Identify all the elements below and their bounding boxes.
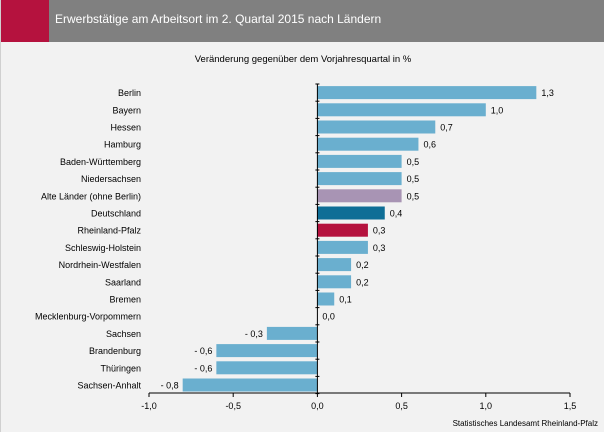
bar: [182, 378, 318, 392]
data-label: - 0,8: [161, 381, 179, 391]
category-label: Brandenburg: [89, 346, 141, 356]
source-note: Statistisches Landesamt Rheinland-Pfalz: [452, 419, 598, 428]
bar: [317, 292, 335, 306]
data-label: 1,0: [491, 105, 504, 115]
category-label: Sachsen-Anhalt: [77, 381, 141, 391]
category-label: Bayern: [112, 105, 141, 115]
data-label: 0,5: [407, 191, 420, 201]
category-label: Thüringen: [100, 363, 141, 373]
bar: [216, 344, 318, 358]
data-label: 0,2: [356, 277, 369, 287]
data-label: 0,4: [390, 209, 403, 219]
category-label: Schleswig-Holstein: [65, 243, 141, 253]
category-label: Berlin: [118, 88, 141, 98]
category-label: Alte Länder (ohne Berlin): [41, 191, 141, 201]
category-label: Hamburg: [104, 140, 141, 150]
bar: [317, 275, 352, 289]
category-label: Nordrhein-Westfalen: [59, 260, 141, 270]
data-label: 0,7: [440, 123, 453, 133]
bar: [216, 361, 318, 375]
category-label: Rheinland-Pfalz: [77, 226, 141, 236]
header-bar: Erwerbstätige am Arbeitsort im 2. Quarta…: [1, 0, 604, 42]
category-label: Bremen: [109, 295, 141, 305]
category-label: Niedersachsen: [81, 174, 141, 184]
bar: [317, 154, 402, 168]
x-tick-label: 0,5: [395, 401, 408, 411]
category-label: Mecklenburg-Vorpommern: [35, 312, 141, 322]
data-label: 0,0: [322, 312, 335, 322]
x-tick-label: -1,0: [141, 401, 157, 411]
data-label: 0,5: [407, 157, 420, 167]
category-label: Sachsen: [106, 329, 141, 339]
category-label: Hessen: [110, 123, 141, 133]
chart-title: Erwerbstätige am Arbeitsort im 2. Quarta…: [55, 12, 382, 26]
x-tick-label: 1,0: [480, 401, 493, 411]
x-tick-label: -0,5: [225, 401, 241, 411]
data-label: 1,3: [541, 88, 554, 98]
bar: [317, 137, 419, 151]
bar: [317, 103, 486, 117]
data-label: 0,5: [407, 174, 420, 184]
header-accent: [1, 0, 49, 42]
bar: [317, 120, 436, 134]
bar: [317, 189, 402, 203]
bar: [317, 258, 352, 272]
bar: [317, 223, 368, 237]
data-label: - 0,3: [245, 329, 263, 339]
x-tick-label: 0,0: [311, 401, 324, 411]
bar: [317, 172, 402, 186]
data-label: 0,2: [356, 260, 369, 270]
category-label: Baden-Württemberg: [60, 157, 141, 167]
x-tick-label: 1,5: [564, 401, 577, 411]
data-label: 0,1: [339, 295, 352, 305]
bar: [317, 240, 368, 254]
bar: [317, 206, 385, 220]
data-label: - 0,6: [194, 363, 212, 373]
data-label: 0,6: [423, 140, 436, 150]
data-label: 0,3: [373, 243, 386, 253]
bar: [317, 86, 537, 100]
data-label: 0,3: [373, 226, 386, 236]
data-label: - 0,6: [194, 346, 212, 356]
bar: [266, 326, 318, 340]
category-label: Saarland: [105, 277, 141, 287]
category-label: Deutschland: [91, 209, 141, 219]
chart-subtitle: Veränderung gegenüber dem Vorjahresquart…: [194, 54, 412, 65]
